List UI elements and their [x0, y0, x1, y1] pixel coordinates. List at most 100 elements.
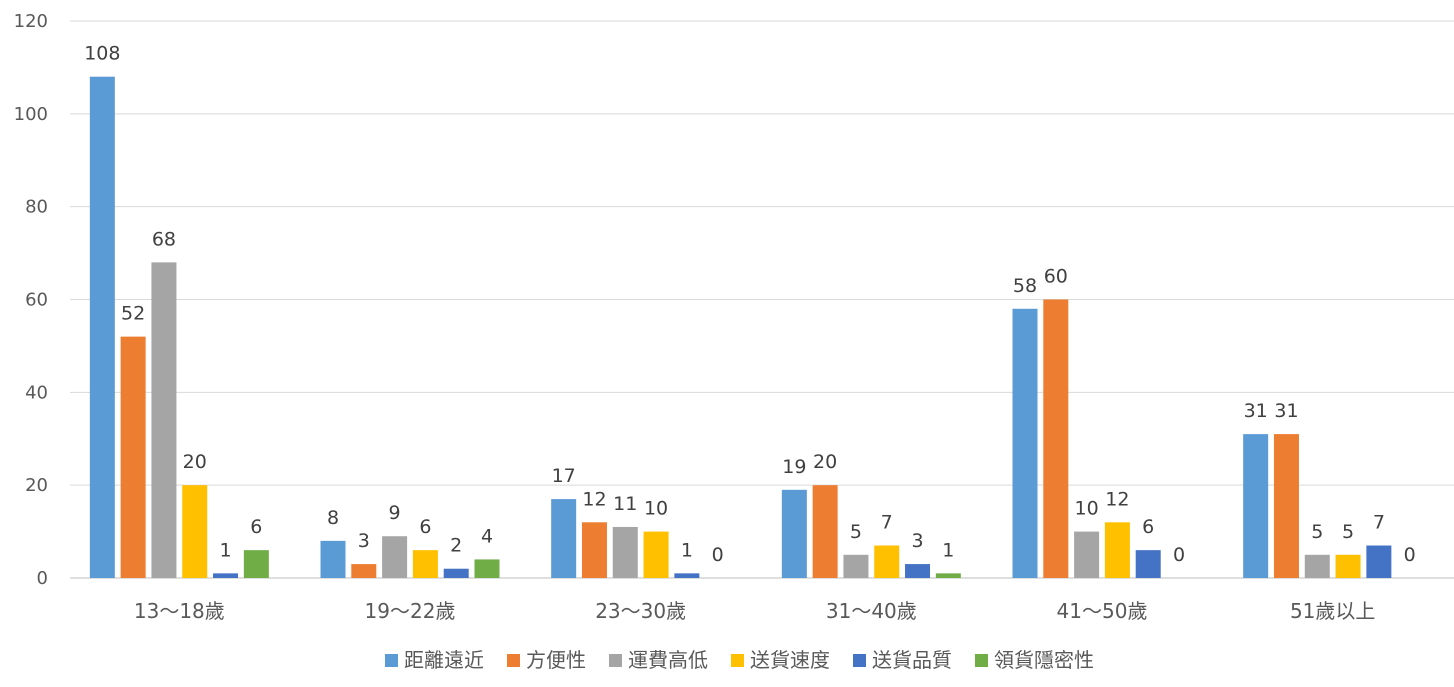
legend-label: 運費高低 [628, 648, 708, 672]
bar [674, 573, 700, 578]
bar [612, 526, 638, 578]
y-tick-label: 60 [25, 290, 48, 311]
legend: 距離遠近 方便性 運費高低 送貨速度 送貨品質 領貨隱密性 [385, 648, 1094, 672]
data-label: 31 [1244, 400, 1268, 422]
bar [151, 262, 177, 578]
bar [843, 554, 869, 578]
bar [1366, 545, 1392, 578]
bar [351, 564, 377, 578]
x-axis-category-labels: 13～18歲 19～22歲 23～30歲 31～40歲 41～50歲 51歲以上 [134, 599, 1376, 623]
legend-item: 送貨速度 [731, 648, 830, 672]
bar [812, 485, 838, 578]
legend-item: 送貨品質 [853, 648, 952, 672]
legend-swatch [975, 654, 988, 667]
data-label: 1 [681, 539, 693, 561]
y-tick-label: 80 [25, 197, 48, 218]
data-label: 6 [250, 516, 262, 538]
bar [1335, 554, 1361, 578]
legend-swatch [853, 654, 866, 667]
bar [935, 573, 961, 578]
bar [781, 489, 807, 578]
data-label: 10 [1075, 498, 1099, 520]
legend-item: 領貨隱密性 [975, 648, 1094, 672]
data-label: 0 [1404, 544, 1416, 566]
bar [1304, 554, 1330, 578]
data-label: 3 [358, 530, 370, 552]
data-label: 0 [712, 544, 724, 566]
data-label: 60 [1044, 266, 1068, 288]
bar [1074, 531, 1100, 578]
bar [320, 540, 346, 578]
x-category-label: 13～18歲 [134, 599, 225, 623]
data-label: 58 [1013, 275, 1037, 297]
legend-label: 方便性 [526, 648, 586, 672]
bar [1104, 522, 1130, 578]
bar [89, 76, 115, 578]
x-category-label: 31～40歲 [826, 599, 917, 623]
bar [1135, 550, 1161, 578]
data-label: 0 [1173, 544, 1185, 566]
y-tick-label: 100 [14, 104, 48, 125]
legend-item: 方便性 [507, 648, 586, 672]
data-label: 1 [942, 539, 954, 561]
data-label: 7 [1373, 512, 1385, 534]
x-category-label: 19～22歲 [365, 599, 456, 623]
bar [474, 559, 500, 578]
x-category-label: 23～30歲 [595, 599, 686, 623]
bar [1273, 434, 1299, 578]
legend-label: 距離遠近 [404, 648, 484, 672]
data-label: 6 [419, 516, 431, 538]
bar [1043, 299, 1069, 578]
data-label: 17 [552, 465, 576, 487]
data-label: 20 [183, 451, 207, 473]
bar [581, 522, 607, 578]
bar [1243, 434, 1269, 578]
data-label: 52 [121, 303, 145, 325]
y-tick-label: 120 [14, 11, 48, 32]
legend-swatch [507, 654, 520, 667]
bar [643, 531, 669, 578]
data-label: 11 [613, 493, 637, 515]
legend-swatch [609, 654, 622, 667]
data-label: 5 [850, 521, 862, 543]
data-label: 12 [1105, 488, 1129, 510]
bar [182, 485, 208, 578]
bars [89, 76, 1392, 578]
data-label: 19 [782, 456, 806, 478]
data-label: 108 [84, 43, 120, 65]
bar [213, 573, 239, 578]
data-label: 12 [582, 488, 606, 510]
y-axis-tick-labels: 0 20 40 60 80 100 120 [14, 11, 48, 589]
data-label: 7 [881, 512, 893, 534]
legend-swatch [385, 654, 398, 667]
data-label: 20 [813, 451, 837, 473]
bar [443, 568, 469, 578]
data-label: 3 [911, 530, 923, 552]
data-label: 10 [644, 498, 668, 520]
x-category-label: 41～50歲 [1057, 599, 1148, 623]
bar [551, 499, 577, 578]
y-tick-label: 20 [25, 475, 48, 496]
legend-item: 運費高低 [609, 648, 708, 672]
bar [412, 550, 438, 578]
legend-swatch [731, 654, 744, 667]
data-label: 5 [1342, 521, 1354, 543]
bar [905, 564, 931, 578]
bar [120, 336, 146, 578]
data-label: 8 [327, 507, 339, 529]
data-label: 6 [1142, 516, 1154, 538]
legend-label: 領貨隱密性 [994, 648, 1094, 672]
data-label: 5 [1311, 521, 1323, 543]
data-label: 4 [481, 525, 493, 547]
data-label: 2 [450, 535, 462, 557]
gridlines [70, 20, 1454, 579]
data-label: 31 [1274, 400, 1298, 422]
bar [1012, 308, 1038, 578]
bar [382, 536, 408, 578]
y-tick-label: 40 [25, 382, 48, 403]
legend-label: 送貨速度 [750, 648, 830, 672]
y-tick-label: 0 [37, 568, 48, 589]
legend-label: 送貨品質 [872, 648, 952, 672]
